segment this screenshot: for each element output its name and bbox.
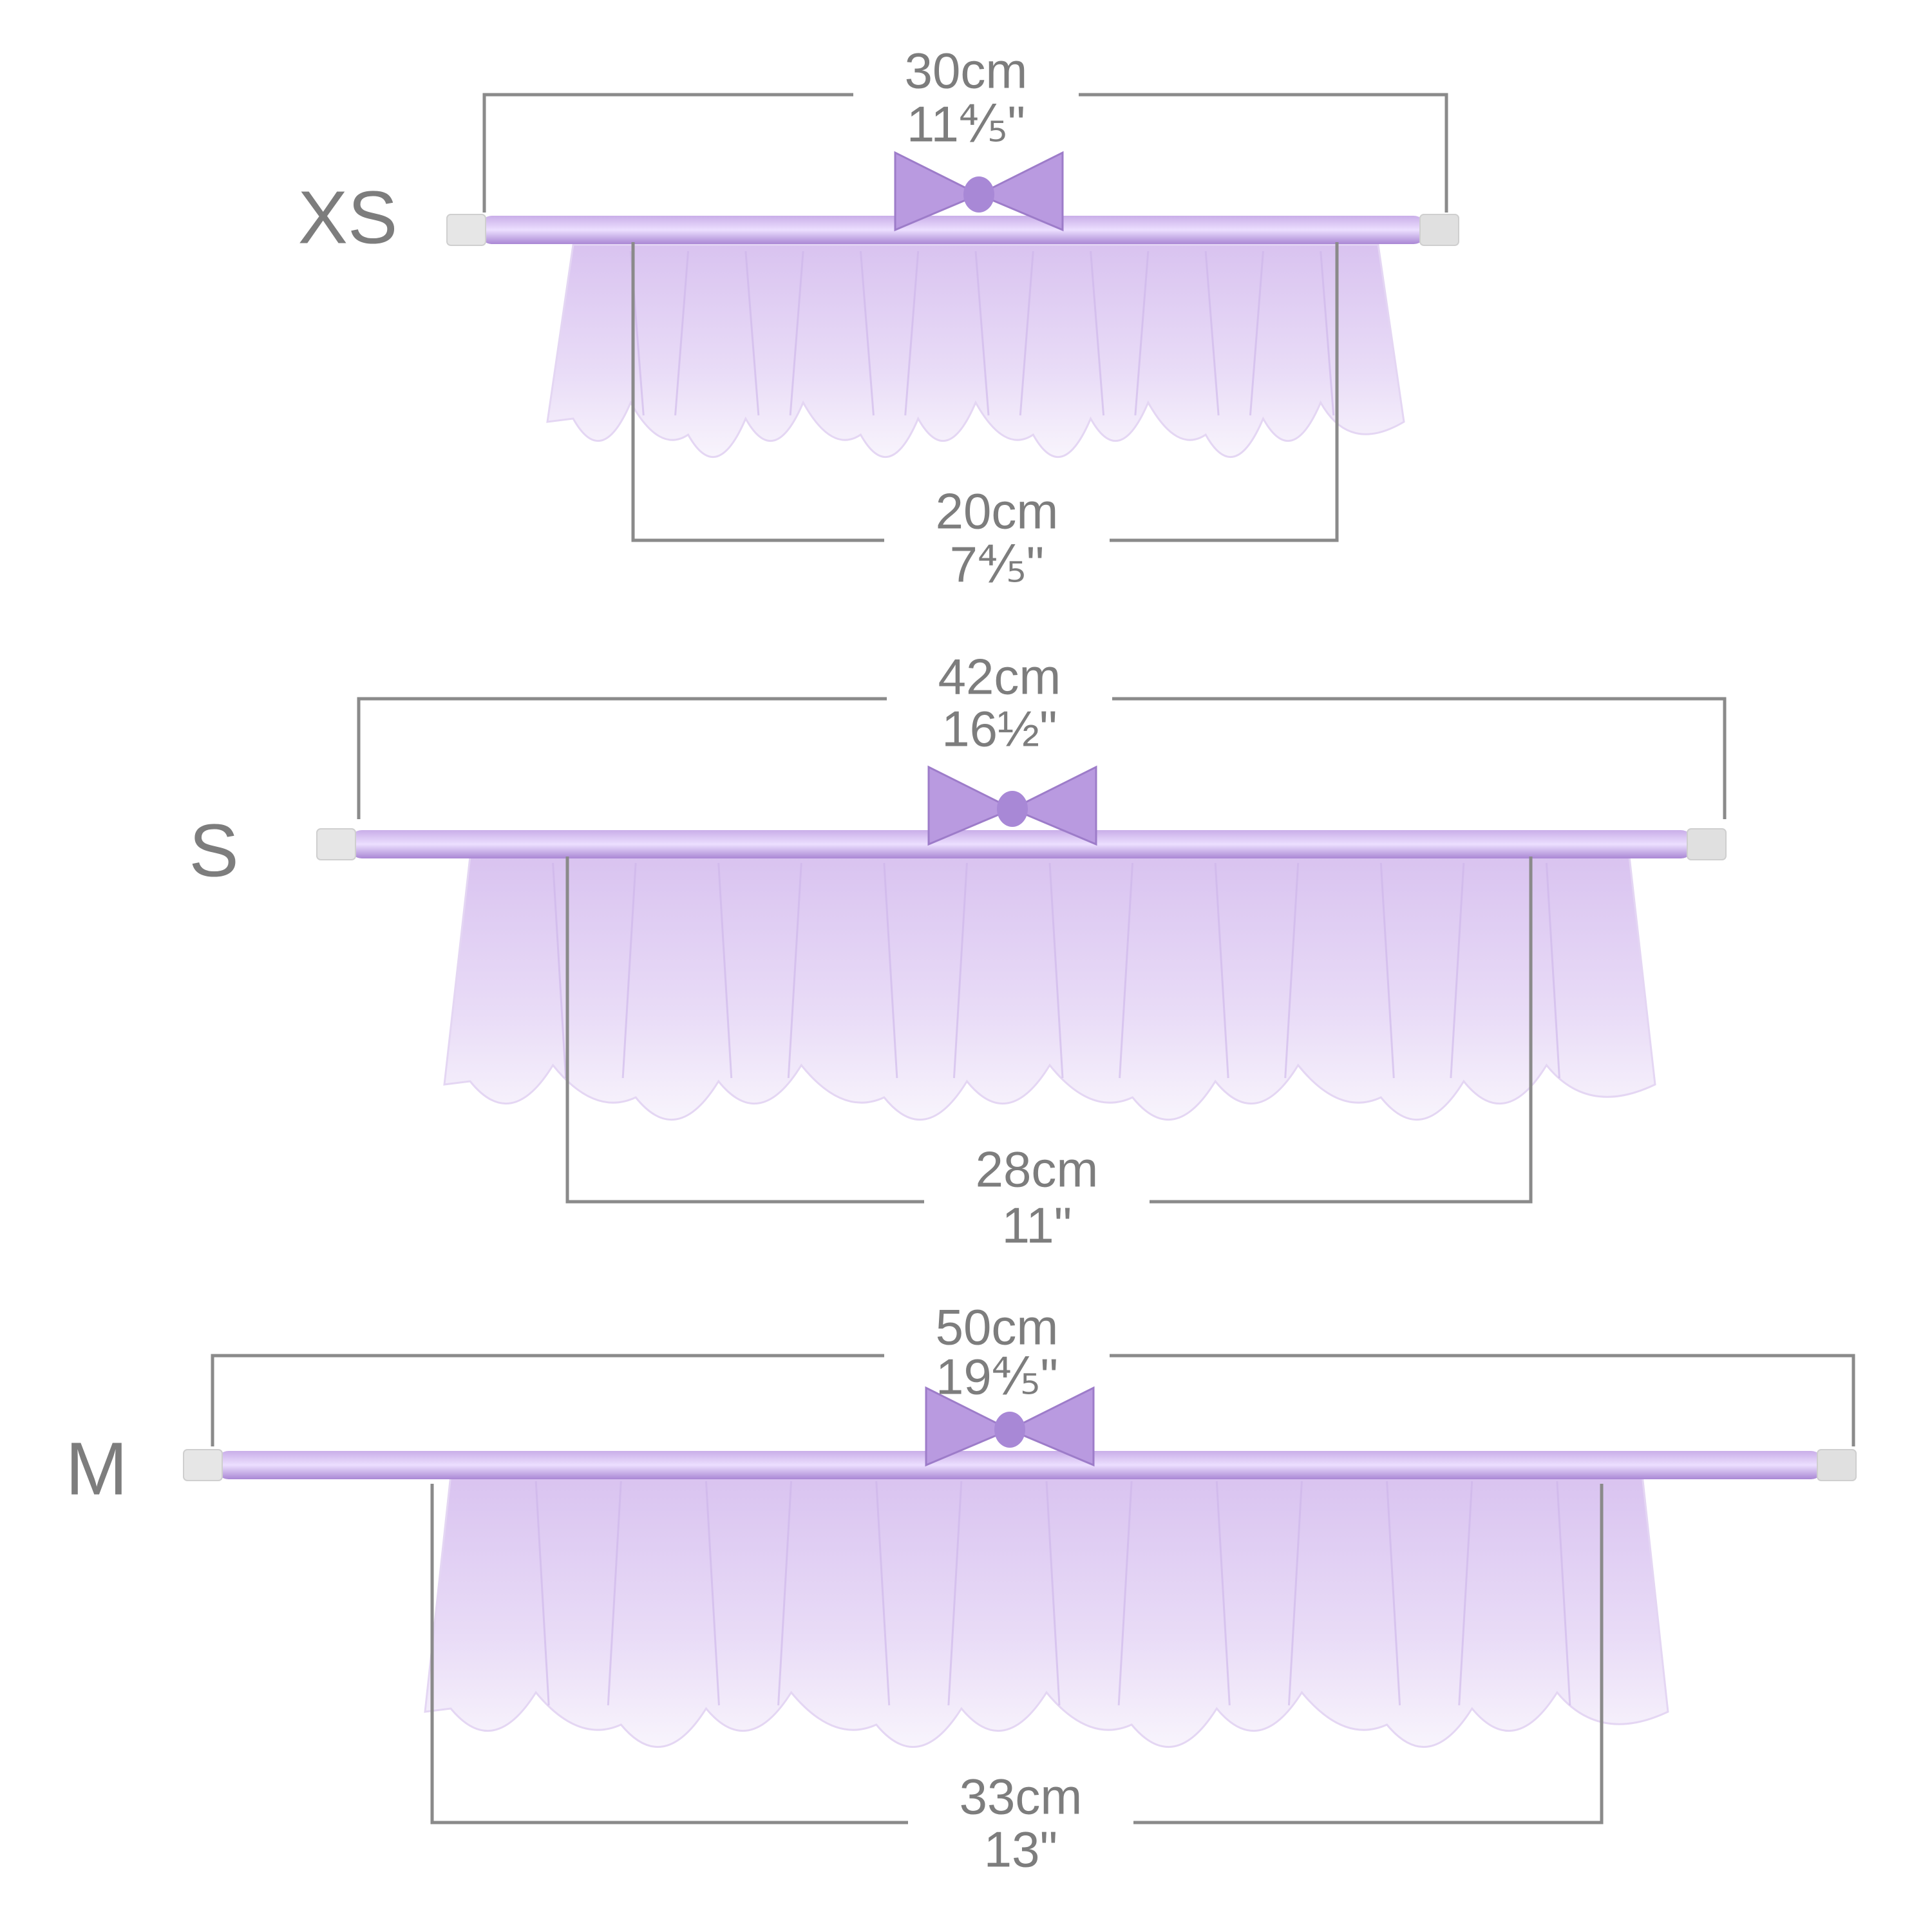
bow-knot — [994, 1412, 1025, 1448]
tutu-fold — [1090, 251, 1105, 416]
top-inch: 19⅘" — [936, 1349, 1058, 1405]
size-label: S — [189, 809, 238, 893]
bottom-cm: 33cm — [960, 1768, 1083, 1825]
size-label: XS — [298, 176, 398, 260]
tutu-fold — [717, 862, 733, 1079]
waistband — [349, 830, 1694, 858]
tutu-fold — [787, 862, 802, 1079]
velcro — [446, 214, 486, 246]
tutu-fold — [744, 251, 760, 416]
tutu-fold — [904, 251, 920, 416]
tutu-skirt — [546, 243, 1405, 458]
top-inch: 16½" — [942, 701, 1057, 757]
tutu-fold — [1214, 862, 1229, 1079]
tutu-fold — [1450, 862, 1465, 1079]
top-inch: 11⅘" — [907, 96, 1025, 153]
velcro — [316, 828, 356, 860]
top-cm: 30cm — [905, 43, 1028, 99]
tutu-fold — [1320, 251, 1335, 416]
top-cm: 42cm — [938, 649, 1061, 705]
tutu-fold — [1379, 862, 1395, 1079]
bottom-inch: 11" — [1002, 1197, 1072, 1254]
tutu-fold — [607, 1481, 622, 1706]
tutu-fold — [1386, 1481, 1401, 1706]
bottom-bracket — [565, 857, 1533, 1204]
bow — [925, 1386, 1095, 1467]
bow — [927, 765, 1097, 846]
tutu-fold — [789, 251, 804, 416]
velcro — [183, 1449, 223, 1481]
tutu-fold — [1458, 1481, 1473, 1706]
tutu-fold — [859, 251, 875, 416]
top-bracket — [482, 93, 1448, 213]
tutu-fold — [1134, 251, 1150, 416]
tutu-fold — [705, 1481, 720, 1706]
tutu-fold — [1249, 251, 1264, 416]
tutu-fold — [621, 862, 637, 1079]
velcro — [1817, 1449, 1857, 1481]
waistband — [479, 216, 1426, 244]
tutu-fold — [777, 1481, 793, 1706]
tutu-fold — [1545, 862, 1560, 1079]
bottom-cm: 20cm — [936, 483, 1059, 540]
top-cm: 50cm — [936, 1299, 1059, 1356]
bottom-cm: 28cm — [976, 1141, 1099, 1198]
tutu-fold — [1019, 251, 1034, 416]
tutu-fold — [1284, 862, 1300, 1079]
tutu-fold — [1119, 862, 1134, 1079]
tutu-fold — [875, 1481, 891, 1706]
tutu-fold — [1048, 862, 1064, 1079]
tutu-skirt — [443, 855, 1656, 1121]
velcro — [1419, 214, 1459, 246]
tutu-fold — [947, 1481, 963, 1706]
tutu-fold — [535, 1481, 550, 1706]
top-bracket — [357, 697, 1727, 819]
tutu-fold — [552, 862, 567, 1079]
bow-knot — [963, 176, 994, 213]
tutu-fold — [674, 251, 690, 416]
tutu-fold — [952, 862, 968, 1079]
tutu-fold — [883, 862, 898, 1079]
bottom-inch: 13" — [984, 1821, 1057, 1878]
waistband — [216, 1451, 1824, 1479]
tutu-fold — [1556, 1481, 1571, 1706]
bottom-bracket — [430, 1484, 1604, 1824]
bow — [894, 151, 1064, 232]
bow-knot — [997, 791, 1028, 827]
bottom-bracket — [631, 242, 1339, 542]
size-label: M — [66, 1427, 128, 1511]
tutu-skirt — [424, 1473, 1669, 1748]
tutu-fold — [974, 251, 990, 416]
velcro — [1687, 828, 1727, 860]
tutu-fold — [1215, 1481, 1231, 1706]
bottom-inch: 7⅘" — [950, 536, 1045, 593]
tutu-fold — [1287, 1481, 1303, 1706]
tutu-fold — [1045, 1481, 1061, 1706]
top-bracket — [211, 1354, 1855, 1446]
tutu-fold — [1204, 251, 1220, 416]
tutu-fold — [1117, 1481, 1133, 1706]
